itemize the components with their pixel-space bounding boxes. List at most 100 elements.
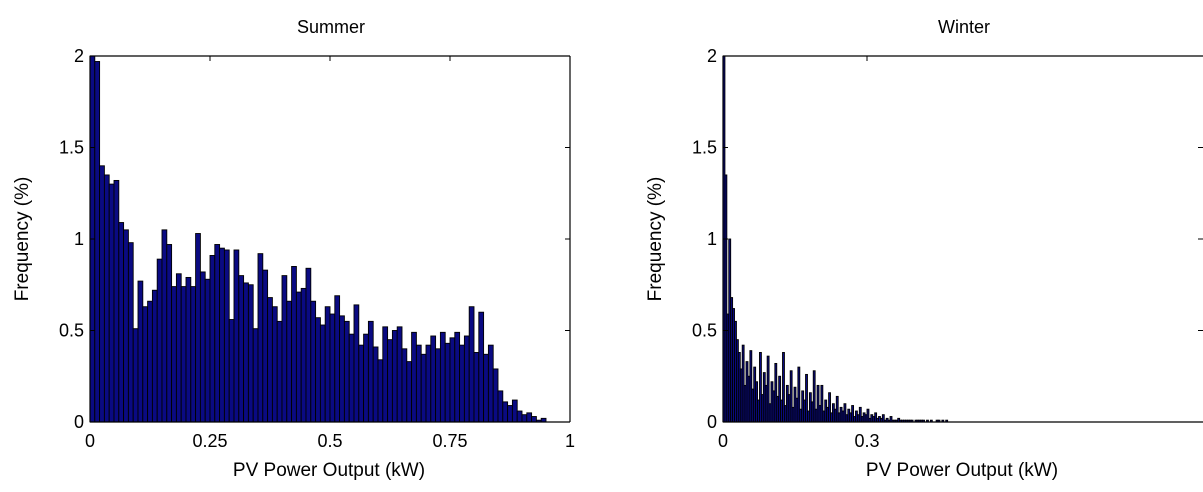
x-tick-label: 0.5: [317, 431, 342, 451]
histogram-bar: [228, 319, 235, 423]
histogram-bar: [478, 311, 485, 423]
histogram-bar: [526, 412, 533, 423]
winter-histogram-panel: 0 0.5 1 1.5 2 0 0.3 Winter PV Power Output (kW) F…: [645, 17, 1203, 481]
histogram-bar: [468, 306, 475, 423]
histogram-bar: [343, 320, 350, 423]
histogram-bar: [425, 344, 432, 423]
summer-bars: [89, 55, 547, 423]
histogram-bar: [219, 247, 225, 423]
histogram-bar: [353, 304, 360, 423]
histogram-bar: [358, 344, 365, 423]
histogram-bar: [497, 390, 504, 423]
histogram-bar: [147, 300, 153, 423]
y-tick-label: 0.5: [692, 321, 717, 341]
histogram-bar: [185, 276, 192, 423]
y-axis-label: Frequency (%): [645, 177, 666, 302]
histogram-bar: [454, 331, 461, 423]
histogram-bar: [391, 330, 398, 423]
histogram-bar: [377, 359, 384, 423]
histogram-bar: [175, 273, 182, 423]
histogram-bar: [295, 291, 302, 423]
histogram-bar: [281, 275, 288, 423]
histogram-bar: [300, 287, 307, 423]
histogram-bar: [473, 352, 480, 423]
histogram-bar: [310, 300, 317, 423]
histogram-bar: [252, 328, 259, 423]
histogram-bar: [286, 300, 293, 423]
histogram-bar: [238, 275, 245, 423]
histogram-bar: [449, 337, 456, 423]
histogram-bar: [214, 244, 221, 423]
histogram-bar: [267, 297, 273, 423]
histogram-bar: [257, 253, 264, 423]
histogram-bar: [382, 326, 389, 423]
histogram-bar: [516, 410, 523, 423]
winter-chart-title: Winter: [938, 17, 990, 37]
y-tick-label: 0: [707, 412, 717, 432]
histogram-bar: [127, 242, 134, 423]
histogram-bar: [372, 346, 379, 423]
histogram-bar: [406, 361, 413, 423]
histogram-bar: [444, 342, 451, 423]
histogram-bar: [166, 244, 173, 423]
x-tick-label: 0.75: [432, 431, 467, 451]
histogram-bar: [190, 286, 197, 423]
y-tick-label: 0.5: [59, 321, 84, 341]
y-tick-label: 2: [707, 46, 717, 66]
y-tick-label: 1.5: [59, 138, 84, 158]
histogram-bar: [521, 414, 528, 423]
histogram-bar: [132, 328, 139, 423]
histogram-bar: [161, 229, 168, 423]
x-axis-label: PV Power Output (kW): [233, 460, 425, 481]
histogram-bar: [401, 348, 408, 423]
histogram-bar: [315, 317, 321, 423]
histogram-bar: [137, 280, 144, 423]
histogram-bar: [435, 348, 441, 423]
histogram-bar: [247, 284, 254, 423]
histogram-bar: [204, 278, 211, 423]
histogram-bar: [276, 320, 283, 423]
histogram-bar: [411, 331, 417, 423]
histogram-bar: [103, 174, 110, 423]
histogram-bar: [305, 267, 312, 423]
summer-histogram-panel: 0 0.5 1 1.5 2 0 0.25 0.5 0.75 1 Summer PV Power Out…: [12, 17, 575, 481]
x-tick-label: 0: [85, 431, 95, 451]
histogram-bar: [334, 295, 341, 423]
histogram-bar: [156, 258, 163, 423]
y-axis-label: Frequency (%): [12, 177, 33, 302]
histogram-bar: [291, 266, 297, 423]
histogram-bar: [339, 315, 345, 423]
histogram-bar: [142, 306, 149, 423]
y-tick-label: 0: [74, 412, 84, 432]
histogram-bar: [180, 286, 187, 423]
histogram-bar: [199, 271, 206, 423]
histogram-bar: [348, 333, 355, 423]
winter-bars: [722, 55, 949, 423]
histogram-bar: [233, 249, 240, 423]
x-tick-label: 0: [718, 431, 728, 451]
histogram-bar: [329, 313, 336, 423]
y-tick-label: 1: [74, 229, 84, 249]
histogram-bar: [118, 222, 125, 423]
histogram-bar: [511, 399, 518, 423]
histogram-bar: [531, 416, 537, 423]
histogram-bar: [171, 286, 177, 423]
histogram-bar: [363, 333, 369, 423]
histogram-bar: [420, 353, 427, 423]
histogram-bar: [367, 320, 374, 423]
histogram-bar: [415, 344, 422, 423]
x-tick-label: 0.3: [854, 431, 879, 451]
histogram-bar: [502, 401, 509, 423]
histogram-bar: [271, 306, 278, 423]
histogram-bar: [123, 229, 129, 423]
x-tick-label: 0.25: [192, 431, 227, 451]
histogram-bar: [319, 324, 326, 423]
histogram-bar: [113, 179, 120, 423]
histogram-bar: [439, 331, 446, 423]
histogram-bar: [324, 306, 331, 423]
summer-chart-title: Summer: [297, 17, 365, 37]
histogram-bar: [483, 353, 489, 423]
histogram-bar: [387, 339, 393, 423]
